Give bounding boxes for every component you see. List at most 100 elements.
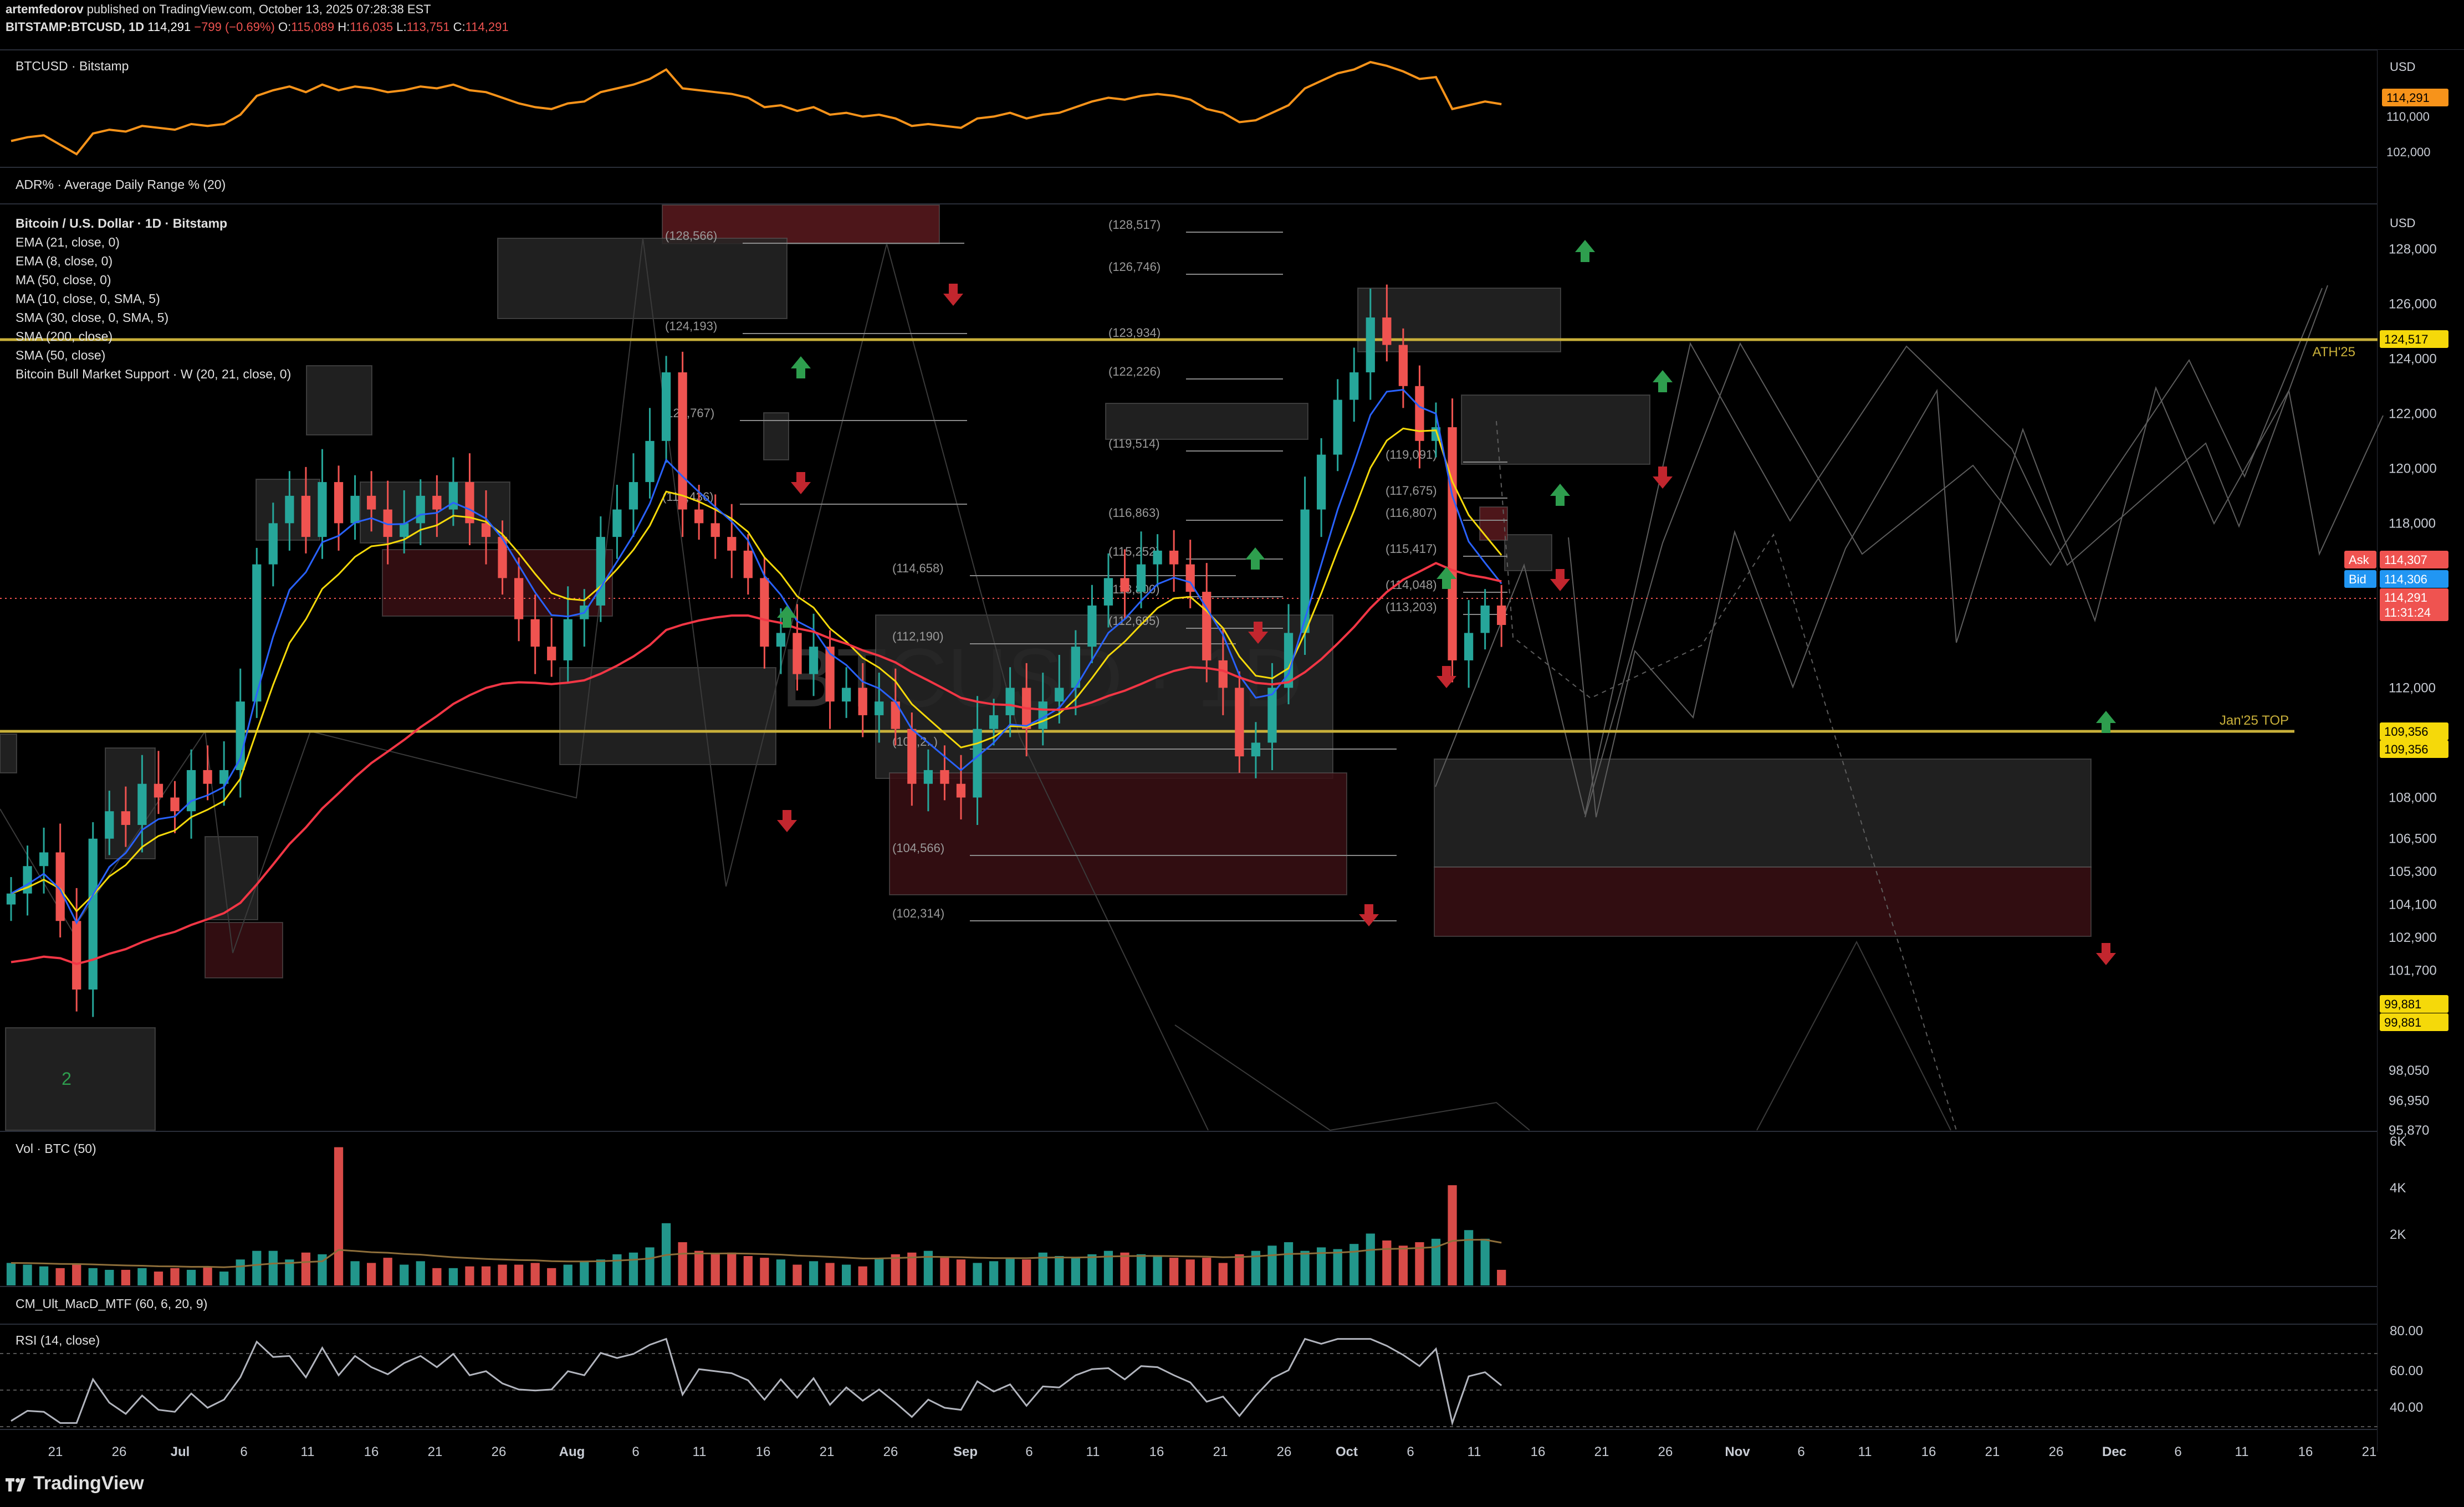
signal-up-arrow-icon xyxy=(1550,484,1570,506)
signal-up-arrow-icon xyxy=(1653,370,1673,392)
volume-bar xyxy=(628,1252,638,1285)
candle-body xyxy=(1169,550,1179,565)
price-tick-label: 118,000 xyxy=(2389,516,2436,531)
candle-body xyxy=(743,550,753,578)
volume-bar xyxy=(1415,1242,1424,1285)
indicator-sma30[interactable]: SMA (30, close, 0, SMA, 5) xyxy=(16,310,169,325)
volume-bar xyxy=(923,1250,933,1285)
signal-down-arrow-icon xyxy=(1550,569,1570,591)
candle-body xyxy=(301,495,311,537)
candle-body xyxy=(661,372,671,441)
candle-body xyxy=(268,523,278,565)
indicator-ema8[interactable]: EMA (8, close, 0) xyxy=(16,254,113,268)
candle-body xyxy=(1218,660,1228,688)
candle-body xyxy=(776,633,786,647)
fib-level-label: (119,091) xyxy=(1386,448,1437,462)
author: artemfedorov xyxy=(6,2,84,16)
signal-down-arrow-icon xyxy=(1437,666,1456,688)
volume-bar xyxy=(645,1247,655,1285)
projection-path xyxy=(1496,421,1957,1131)
published-text: published on TradingView.com, October 13… xyxy=(86,2,431,16)
price-tag-value: 109,356 xyxy=(2384,725,2429,739)
volume-bar xyxy=(809,1261,819,1285)
candle-body xyxy=(1153,550,1162,565)
volume-bar xyxy=(236,1259,245,1285)
zone-box xyxy=(1461,394,1650,465)
volume-bar xyxy=(416,1261,425,1285)
volume-bar xyxy=(350,1261,360,1285)
projection-path xyxy=(1584,288,2323,818)
quote-tag-label xyxy=(2344,551,2376,568)
volume-bar xyxy=(530,1263,540,1285)
volume-bar xyxy=(514,1264,524,1285)
candle-body xyxy=(1235,688,1244,757)
indicator-ema21[interactable]: EMA (21, close, 0) xyxy=(16,235,120,249)
zone-box xyxy=(1357,288,1561,352)
price-tick-label: 96,950 xyxy=(2389,1094,2429,1109)
candle-body xyxy=(55,852,65,921)
time-tick-label: 16 xyxy=(2298,1444,2313,1459)
indicator-ma50[interactable]: MA (50, close, 0) xyxy=(16,273,111,287)
zone-box xyxy=(763,412,789,460)
volume-bar xyxy=(743,1256,753,1285)
fib-level-label: (120,767) xyxy=(662,406,714,420)
fib-level-label: (115,417) xyxy=(1386,542,1437,556)
volume-bar xyxy=(907,1252,917,1285)
mini-price-line xyxy=(11,60,1502,156)
volume-bar xyxy=(973,1263,982,1285)
candle-body xyxy=(891,701,900,729)
candle-body xyxy=(1448,427,1457,660)
fib-level-label: (112,190) xyxy=(892,629,944,643)
candle-body xyxy=(956,783,966,798)
volume-bar xyxy=(1382,1240,1392,1285)
volume-bar xyxy=(252,1250,262,1285)
candle-body xyxy=(678,372,687,510)
time-tick-label: 11 xyxy=(1858,1444,1872,1459)
signal-down-arrow-icon xyxy=(777,810,797,832)
candle-body xyxy=(236,701,245,770)
zone-box xyxy=(559,667,776,765)
indicator-ma10[interactable]: MA (10, close, 0, SMA, 5) xyxy=(16,291,160,306)
volume-bar xyxy=(612,1254,622,1285)
price-tag-box xyxy=(2380,722,2448,740)
fib-level-label: (128,517) xyxy=(1108,218,1161,232)
quote-tag-value: 114,307 xyxy=(2384,553,2427,567)
candle-body xyxy=(858,688,867,715)
volume-bar xyxy=(825,1263,835,1285)
zone-box xyxy=(1434,867,2092,937)
time-tick-label: 11 xyxy=(2235,1444,2249,1459)
symbol: BITSTAMP:BTCUSD, 1D xyxy=(6,20,145,34)
zone-box xyxy=(662,204,940,244)
indicator-sma200[interactable]: SMA (200, close) xyxy=(16,329,113,344)
price-tick-label: 98,050 xyxy=(2389,1063,2429,1078)
candle-body xyxy=(793,633,802,674)
mini-last-tag xyxy=(2382,89,2448,106)
candle-body xyxy=(219,770,229,784)
time-tick-label: 6 xyxy=(240,1444,247,1459)
time-tick-label: Jul xyxy=(171,1444,190,1459)
brand-text: TradingView xyxy=(33,1473,144,1494)
indicator-bull-support[interactable]: Bitcoin Bull Market Support · W (20, 21,… xyxy=(16,367,292,381)
signal-down-arrow-icon xyxy=(1359,904,1379,926)
zone-box xyxy=(0,734,17,773)
tradingview-icon xyxy=(6,1478,25,1492)
candle-body xyxy=(334,482,344,524)
projection-path xyxy=(1756,940,1951,1131)
time-tick-label: 26 xyxy=(112,1444,127,1459)
volume-bar xyxy=(1153,1256,1162,1285)
fib-level-label: (126,746) xyxy=(1108,260,1161,274)
open-value: 115,089 xyxy=(291,20,335,34)
projection-path xyxy=(1568,386,2384,818)
candle-body xyxy=(989,715,999,729)
high-value: 116,035 xyxy=(350,20,393,34)
volume-bar xyxy=(1055,1256,1064,1285)
volume-bar xyxy=(842,1264,851,1285)
mini-last-value: 114,291 xyxy=(2386,91,2430,105)
candle-body xyxy=(612,509,622,537)
candle-body xyxy=(1251,742,1261,757)
price-tag-value: 11:31:24 xyxy=(2384,606,2431,619)
indicator-sma50[interactable]: SMA (50, close) xyxy=(16,348,106,362)
fib-level-label: (115,252) xyxy=(1108,545,1160,558)
price-tag-box xyxy=(2380,740,2448,758)
volume-bar xyxy=(678,1242,687,1285)
